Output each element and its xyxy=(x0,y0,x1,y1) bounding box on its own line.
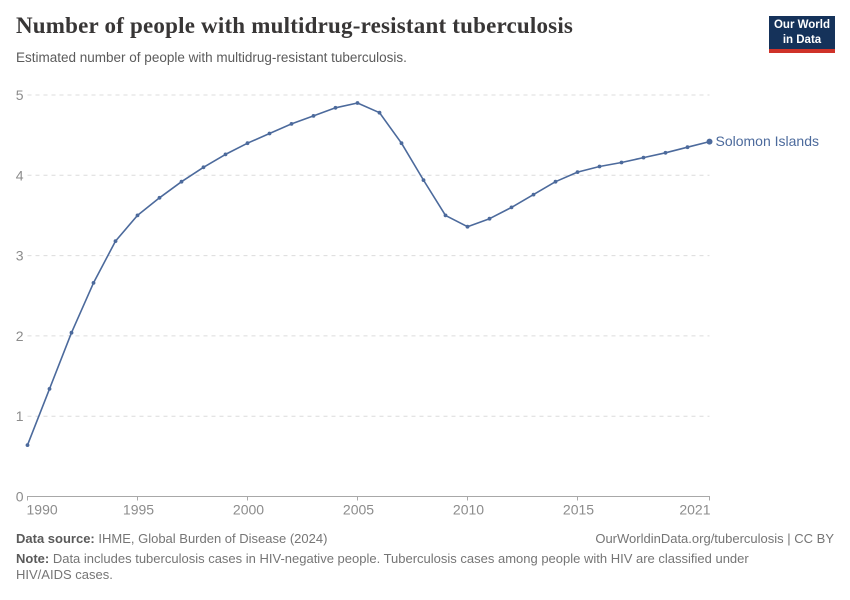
data-point-marker xyxy=(223,152,228,157)
data-point-marker xyxy=(25,443,30,447)
x-tick-label: 2000 xyxy=(233,502,264,518)
data-point-marker xyxy=(135,213,140,218)
data-point-marker xyxy=(619,160,624,165)
x-tick-label: 2021 xyxy=(679,502,710,518)
data-point-marker xyxy=(575,170,580,175)
data-point-marker xyxy=(685,145,690,150)
data-point-marker xyxy=(113,239,118,244)
data-point-marker xyxy=(531,192,536,197)
data-point-marker xyxy=(377,110,382,115)
x-tick-label: 2005 xyxy=(343,502,374,518)
data-point-marker xyxy=(91,281,96,285)
y-tick-label: 3 xyxy=(16,248,24,264)
data-source-line: Data source: IHME, Global Burden of Dise… xyxy=(16,531,327,546)
y-tick-label: 5 xyxy=(16,87,24,103)
chart-subtitle: Estimated number of people with multidru… xyxy=(16,50,407,65)
data-point-marker xyxy=(69,330,74,335)
note-text: Data includes tuberculosis cases in HIV-… xyxy=(16,551,749,582)
data-point-marker xyxy=(179,179,184,184)
data-point-marker xyxy=(399,141,404,146)
data-point-marker xyxy=(157,195,162,200)
x-tick-label: 2010 xyxy=(453,502,484,518)
owid-logo-line1: Our World xyxy=(773,19,830,32)
y-tick-label: 0 xyxy=(16,489,24,505)
data-source-text: IHME, Global Burden of Disease (2024) xyxy=(94,531,328,546)
data-point-marker xyxy=(245,141,250,146)
note-label: Note: xyxy=(16,551,50,566)
y-tick-label: 1 xyxy=(16,408,24,424)
data-source-label: Data source: xyxy=(16,531,95,546)
x-tick-label: 1995 xyxy=(123,502,154,518)
data-point-marker xyxy=(553,179,558,184)
owid-link[interactable]: OurWorldinData.org/tuberculosis | CC BY xyxy=(595,531,834,546)
entity-label: Solomon Islands xyxy=(715,132,820,149)
data-point-marker xyxy=(443,213,448,218)
page-title: Number of people with multidrug-resistan… xyxy=(16,13,574,38)
x-tick-label: 1990 xyxy=(27,502,58,518)
note-line: Note: Data includes tuberculosis cases i… xyxy=(16,551,804,583)
data-point-marker xyxy=(706,138,713,145)
data-point-marker xyxy=(487,216,492,221)
data-point-marker xyxy=(355,101,360,105)
data-point-marker xyxy=(641,155,646,160)
data-point-marker xyxy=(47,387,52,391)
y-tick-label: 4 xyxy=(16,167,24,183)
owid-logo[interactable]: Our World in Data xyxy=(769,16,835,53)
data-point-marker xyxy=(597,164,602,169)
data-point-marker xyxy=(311,114,316,118)
data-point-marker xyxy=(201,165,206,170)
chart-footer: Data source: IHME, Global Burden of Dise… xyxy=(16,531,834,583)
data-point-marker xyxy=(465,224,470,229)
data-point-marker xyxy=(267,131,272,136)
data-point-marker xyxy=(421,178,426,183)
data-point-marker xyxy=(509,205,514,210)
x-tick-label: 2015 xyxy=(563,502,594,518)
owid-logo-line2: in Data xyxy=(782,33,822,46)
data-point-marker xyxy=(289,122,294,126)
trend-line xyxy=(26,102,711,446)
data-point-marker xyxy=(663,150,668,155)
y-tick-label: 2 xyxy=(16,328,24,344)
data-point-marker xyxy=(333,105,338,110)
